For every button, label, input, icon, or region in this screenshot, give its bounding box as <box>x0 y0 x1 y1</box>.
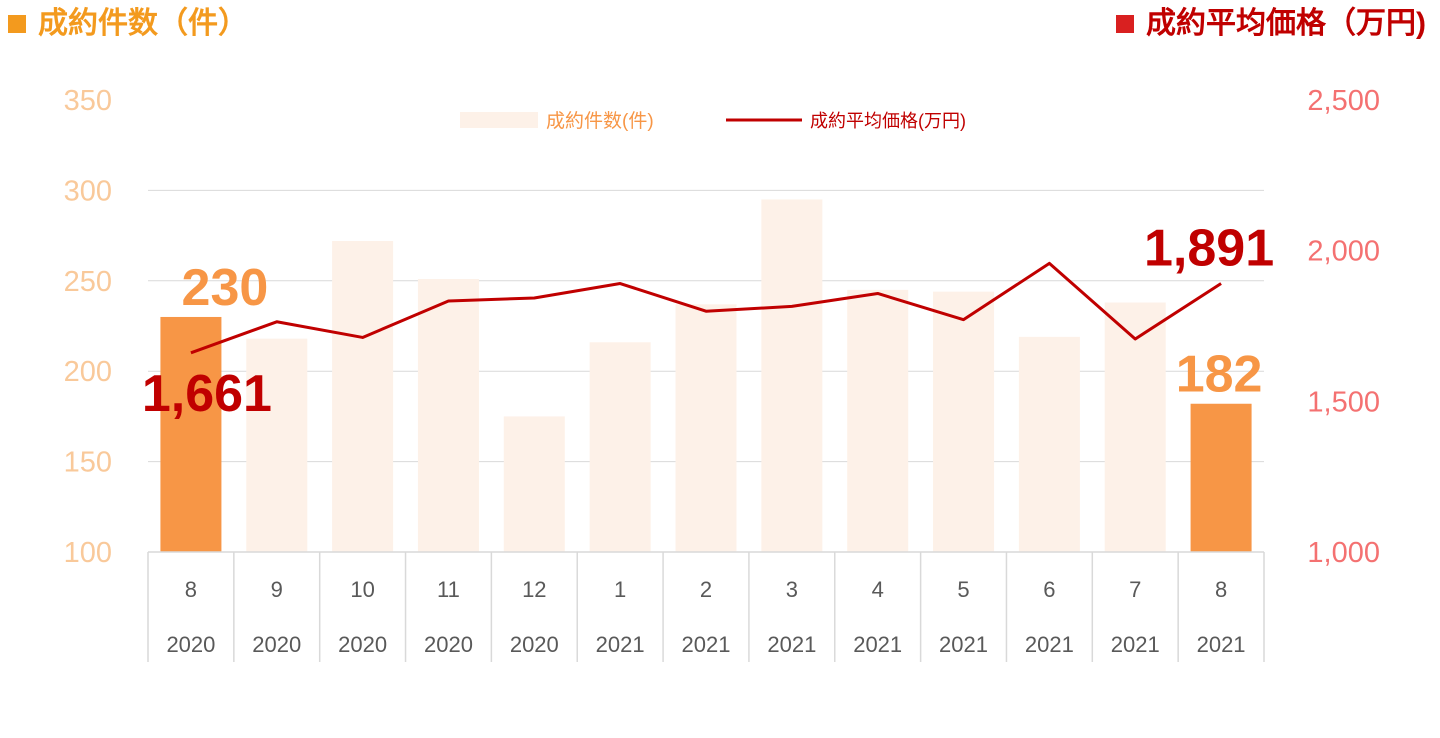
x-axis-year-label: 2021 <box>596 632 645 657</box>
legend-bar-label: 成約件数(件) <box>546 110 654 132</box>
x-axis-month-label: 9 <box>271 577 283 602</box>
right-axis-tick-label: 1,000 <box>1307 537 1380 569</box>
bar <box>1104 302 1166 552</box>
price-data-label: 1,661 <box>142 365 272 423</box>
left-axis-title-text: 成約件数（件） <box>38 7 248 40</box>
right-axis-tick-label: 2,000 <box>1307 236 1380 268</box>
x-axis-year-label: 2021 <box>1197 632 1246 657</box>
bar <box>933 291 995 552</box>
bar <box>417 278 479 552</box>
x-axis-month-label: 7 <box>1129 577 1141 602</box>
x-axis-year-label: 2020 <box>338 632 387 657</box>
x-axis-year-label: 2021 <box>767 632 816 657</box>
count-data-label: 182 <box>1176 346 1263 404</box>
left-axis-tick-label: 350 <box>64 85 112 117</box>
x-axis-year-label: 2020 <box>252 632 301 657</box>
right-axis-tick-label: 2,500 <box>1307 85 1380 117</box>
x-axis-month-label: 11 <box>437 577 460 602</box>
x-axis-month-label: 10 <box>350 577 374 602</box>
x-axis-month-label: 2 <box>700 577 712 602</box>
x-axis-year-label: 2021 <box>853 632 902 657</box>
price-data-label: 1,891 <box>1144 220 1274 278</box>
x-axis-month-label: 8 <box>1215 577 1227 602</box>
bar <box>847 289 909 552</box>
bar <box>589 342 651 552</box>
bar <box>1190 403 1252 552</box>
bar <box>246 338 308 552</box>
x-axis-year-label: 2020 <box>424 632 473 657</box>
x-axis-year-label: 2020 <box>166 632 215 657</box>
x-axis-year-label: 2021 <box>1025 632 1074 657</box>
x-axis-year-label: 2020 <box>510 632 559 657</box>
x-axis-month-label: 8 <box>185 577 197 602</box>
left-axis-tick-label: 250 <box>64 266 112 298</box>
right-axis-tick-label: 1,500 <box>1307 386 1380 418</box>
bar <box>761 199 823 552</box>
count-data-label: 230 <box>182 259 269 317</box>
left-axis-tick-label: 200 <box>64 356 112 388</box>
x-axis-year-label: 2021 <box>682 632 731 657</box>
left-axis-title: 成約件数（件） <box>8 4 248 44</box>
x-axis-year-label: 2021 <box>939 632 988 657</box>
left-axis-tick-label: 100 <box>64 537 112 569</box>
right-axis-title: 成約平均価格（万円) <box>1116 4 1426 44</box>
x-axis-month-label: 6 <box>1043 577 1055 602</box>
legend-bar-swatch <box>460 112 538 128</box>
bar <box>675 304 737 552</box>
bar <box>160 316 222 552</box>
x-axis-month-label: 5 <box>957 577 969 602</box>
left-axis-tick-label: 300 <box>64 175 112 207</box>
legend-line-label: 成約平均価格(万円) <box>810 111 966 131</box>
x-axis-month-label: 3 <box>786 577 798 602</box>
x-axis-month-label: 12 <box>522 577 546 602</box>
bar <box>332 241 394 553</box>
bar <box>503 416 565 552</box>
x-axis-year-label: 2021 <box>1111 632 1160 657</box>
orange-square-icon <box>8 15 26 33</box>
right-axis-title-text: 成約平均価格（万円) <box>1146 7 1426 40</box>
x-axis-month-label: 1 <box>614 577 626 602</box>
x-axis-month-label: 4 <box>872 577 884 602</box>
price-series-line <box>190 261 1222 355</box>
red-square-icon <box>1116 15 1134 33</box>
bar <box>1018 336 1080 552</box>
left-axis-tick-label: 150 <box>64 447 112 479</box>
